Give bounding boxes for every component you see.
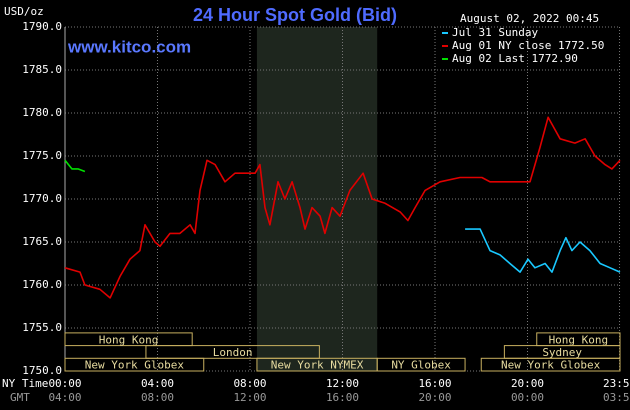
x-tick-label: 00:00: [48, 377, 81, 390]
x2-tick-label: 08:00: [141, 391, 174, 404]
chart-title: 24 Hour Spot Gold (Bid): [193, 5, 397, 25]
session-box: [145, 345, 320, 359]
x-tick-label: 08:00: [233, 377, 266, 390]
timestamp: August 02, 2022 00:45: [460, 12, 599, 25]
x2-tick-label: 00:00: [511, 391, 544, 404]
legend-label: Jul 31 Sunday: [452, 26, 538, 39]
x2-tick-label: 20:00: [418, 391, 451, 404]
y-tick-label: 1765.0: [22, 235, 62, 248]
session-box: [64, 357, 205, 372]
series-line: [64, 159, 86, 173]
x-tick-label: 20:00: [511, 377, 544, 390]
x-tick-label: 04:00: [141, 377, 174, 390]
x2-tick-label: 03:59: [603, 391, 630, 404]
y-tick-label: 1750.0: [22, 364, 62, 377]
x-axis-label: NY Time: [2, 377, 48, 390]
y-tick-label: 1760.0: [22, 278, 62, 291]
plot-layer: [64, 26, 621, 372]
x2-tick-label: 12:00: [233, 391, 266, 404]
y-tick-label: 1755.0: [22, 321, 62, 334]
session-label: Hong Kong: [549, 333, 609, 346]
session-box: [376, 357, 466, 372]
y-tick-label: 1790.0: [22, 20, 62, 33]
series-line: [465, 228, 621, 273]
y-tick-label: 1770.0: [22, 192, 62, 205]
x2-tick-label: 04:00: [48, 391, 81, 404]
session-label: NY Globex: [391, 359, 451, 372]
legend-label: Aug 02 Last 1772.90: [452, 52, 578, 65]
session-label: Hong Kong: [99, 333, 159, 346]
site-label: www.kitco.com: [67, 37, 191, 56]
legend-label: Aug 01 NY close 1772.50: [452, 39, 604, 52]
x2-axis-label: GMT: [10, 391, 30, 404]
session-label: London: [213, 346, 253, 359]
session-label: New York Globex: [85, 359, 185, 372]
y-tick-label: 1780.0: [22, 106, 62, 119]
session-label: New York Globex: [501, 359, 601, 372]
session-label: New York NYMEX: [271, 359, 364, 372]
y-tick-label: 1785.0: [22, 63, 62, 76]
y-axis-label: USD/oz: [4, 5, 44, 18]
x-tick-label: 12:00: [326, 377, 359, 390]
y-tick-label: 1775.0: [22, 149, 62, 162]
session-box: [64, 332, 193, 347]
x-tick-label: 16:00: [418, 377, 451, 390]
series-line: [64, 116, 621, 299]
session-label: Sydney: [542, 346, 582, 359]
x2-tick-label: 16:00: [326, 391, 359, 404]
session-box: [480, 357, 621, 372]
x-tick-label: 23:59: [603, 377, 630, 390]
